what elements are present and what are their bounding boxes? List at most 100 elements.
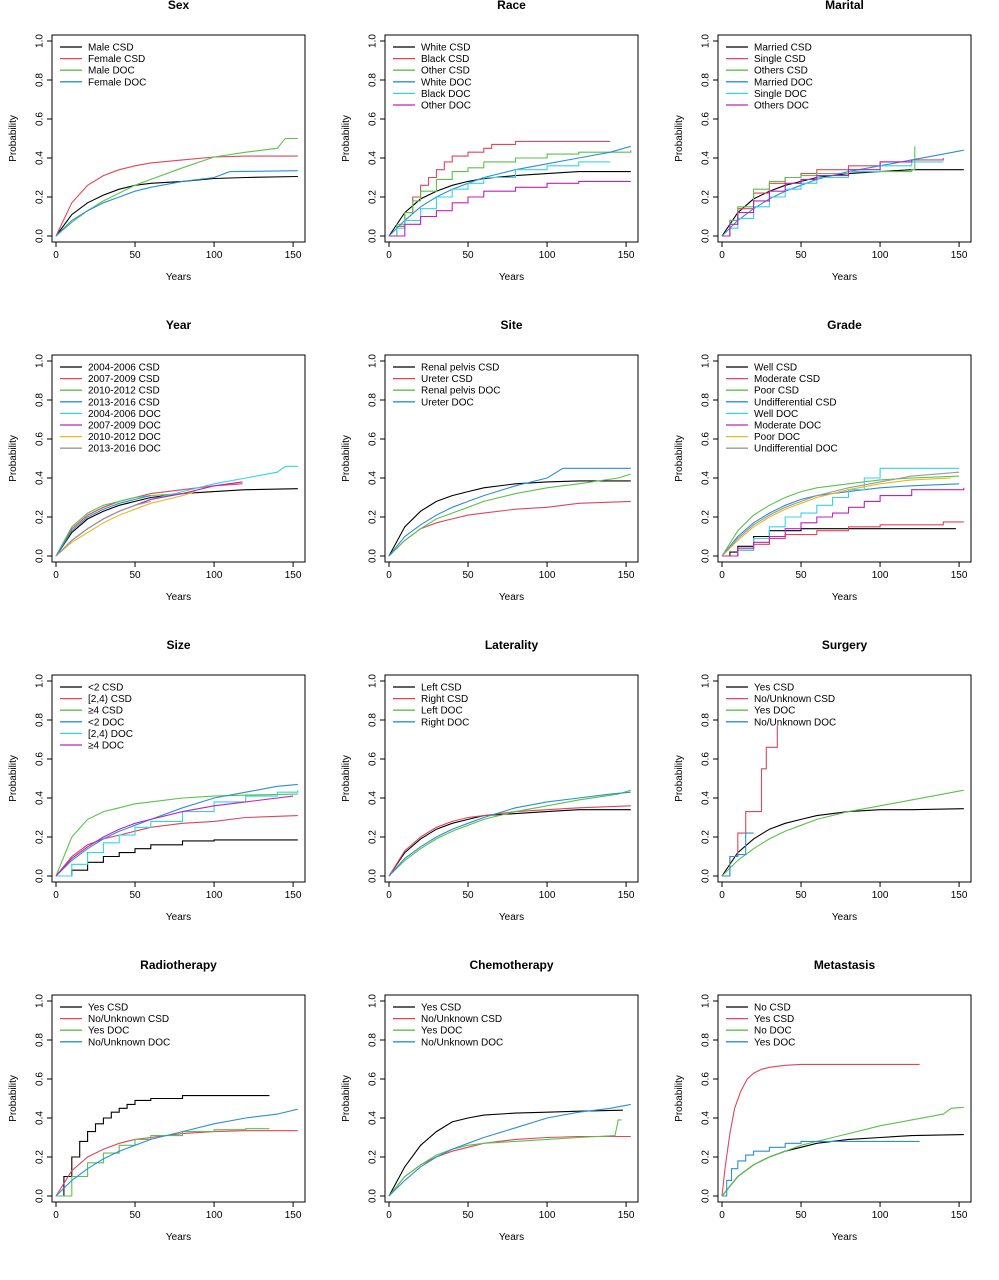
x-tick-label: 0 [719,250,725,261]
y-tick-label: 0.0 [368,1189,379,1203]
x-tick-label: 50 [462,890,474,901]
chart-svg: Marital 0.0 0.2 0.4 0.6 0.8 1.0 0 50 100 150 Years P… [674,0,972,283]
x-tick-label: 50 [129,570,141,581]
y-tick-label: 0.8 [701,393,712,407]
chart-title: Chemotherapy [469,960,553,972]
series-line [55,495,151,557]
y-tick-label: 1.0 [701,994,712,1008]
y-tick-label: 0.0 [701,1189,712,1203]
series-group [721,146,964,237]
legend-label: Yes CSD [754,1014,794,1025]
y-tick-label: 0.8 [701,713,712,727]
x-tick-label: 50 [795,250,807,261]
y-tick-label: 0.6 [35,432,46,446]
series-line [56,1095,270,1197]
y-tick-label: 0.8 [368,713,379,727]
series-line [721,789,964,877]
legend-label: Black CSD [421,54,469,65]
y-tick-label: 0.0 [35,869,46,883]
x-tick-label: 150 [618,890,635,901]
chart-title: Grade [827,320,862,332]
legend-label: No/Unknown DOC [88,1037,170,1048]
plot-frame [384,354,639,563]
x-tick-label: 150 [951,1210,968,1221]
legend-label: Well CSD [754,363,797,374]
series-line [388,500,631,557]
y-tick-label: 1.0 [35,354,46,368]
y-tick-label: 0.8 [701,1033,712,1047]
chart-title: Site [500,320,522,332]
legend-label: No/Unknown CSD [88,1014,169,1025]
series-line [388,809,631,877]
y-axis-label: Probability [341,115,352,162]
legend-label: 2013-2016 DOC [88,444,161,455]
y-tick-label: 0.6 [701,432,712,446]
series-line [721,483,960,557]
series-line [55,500,151,557]
x-axis-label: Years [166,1232,191,1243]
y-tick-label: 0.4 [35,1111,46,1125]
chart-title: Marital [825,0,864,12]
x-tick-label: 50 [129,1210,141,1221]
x-tick-label: 50 [462,570,474,581]
y-tick-label: 0.8 [368,1033,379,1047]
plot-frame [717,674,972,883]
plot-frame [384,674,639,883]
y-axis-label: Probability [8,755,19,802]
legend-label: No CSD [754,1003,791,1014]
chart-title: Surgery [822,640,868,652]
x-tick-label: 50 [129,890,141,901]
y-axis-label: Probability [674,755,685,802]
y-tick-label: 0.2 [701,190,712,204]
chart-svg: Site 0.0 0.2 0.4 0.6 0.8 1.0 0 50 100 150 Years Prob… [341,320,639,603]
series-line [389,161,611,237]
y-axis-label: Probability [674,115,685,162]
y-tick-label: 0.6 [35,752,46,766]
legend-label: Black DOC [421,89,470,100]
y-tick-label: 0.6 [35,112,46,126]
y-tick-label: 1.0 [701,674,712,688]
y-axis-label: Probability [341,1075,352,1122]
chart-panel: Chemotherapy 0.0 0.2 0.4 0.6 0.8 1.0 0 50 100 150 Y… [333,960,666,1280]
legend-label: Renal pelvis DOC [421,386,500,397]
legend-label: Yes DOC [754,706,795,717]
legend-label: Left DOC [421,706,463,717]
x-tick-label: 100 [539,570,556,581]
y-tick-label: 0.2 [35,190,46,204]
x-tick-label: 150 [618,570,635,581]
y-tick-label: 1.0 [701,34,712,48]
legend-label: Right DOC [421,717,469,728]
series-line [388,145,631,237]
legend-label: Other DOC [421,101,471,112]
y-tick-label: 0.4 [35,791,46,805]
x-tick-label: 50 [129,250,141,261]
legend-label: Renal pelvis CSD [421,363,499,374]
chart-panel: Race 0.0 0.2 0.4 0.6 0.8 1.0 0 50 100 150 Years Prob… [333,0,666,320]
legend-label: 2013-2016 CSD [88,397,160,408]
legend-label: ≥4 CSD [88,706,123,717]
series-group [388,140,632,237]
plot-frame [384,34,639,243]
chart-svg: Chemotherapy 0.0 0.2 0.4 0.6 0.8 1.0 0 50 100 150 Y… [341,960,639,1243]
legend-label: Yes DOC [88,1026,129,1037]
x-axis-label: Years [166,272,191,283]
plot-frame [717,34,972,243]
y-tick-label: 1.0 [35,674,46,688]
legend-label: White DOC [421,77,472,88]
series-line [389,140,611,237]
series-line [722,159,913,237]
chart-title: Size [166,640,190,652]
y-tick-label: 0.4 [701,471,712,485]
chart-panel: Size 0.0 0.2 0.4 0.6 0.8 1.0 0 50 100 150 Years Prob… [0,640,333,960]
series-line [56,839,298,877]
y-axis-label: Probability [8,435,19,482]
x-tick-label: 0 [53,250,59,261]
series-group [388,467,631,557]
series-line [721,471,960,557]
y-tick-label: 0.2 [701,1150,712,1164]
series-line [721,169,964,237]
y-tick-label: 1.0 [35,994,46,1008]
series-line [388,171,631,237]
legend-label: Yes CSD [421,1003,461,1014]
series-line [55,795,294,877]
